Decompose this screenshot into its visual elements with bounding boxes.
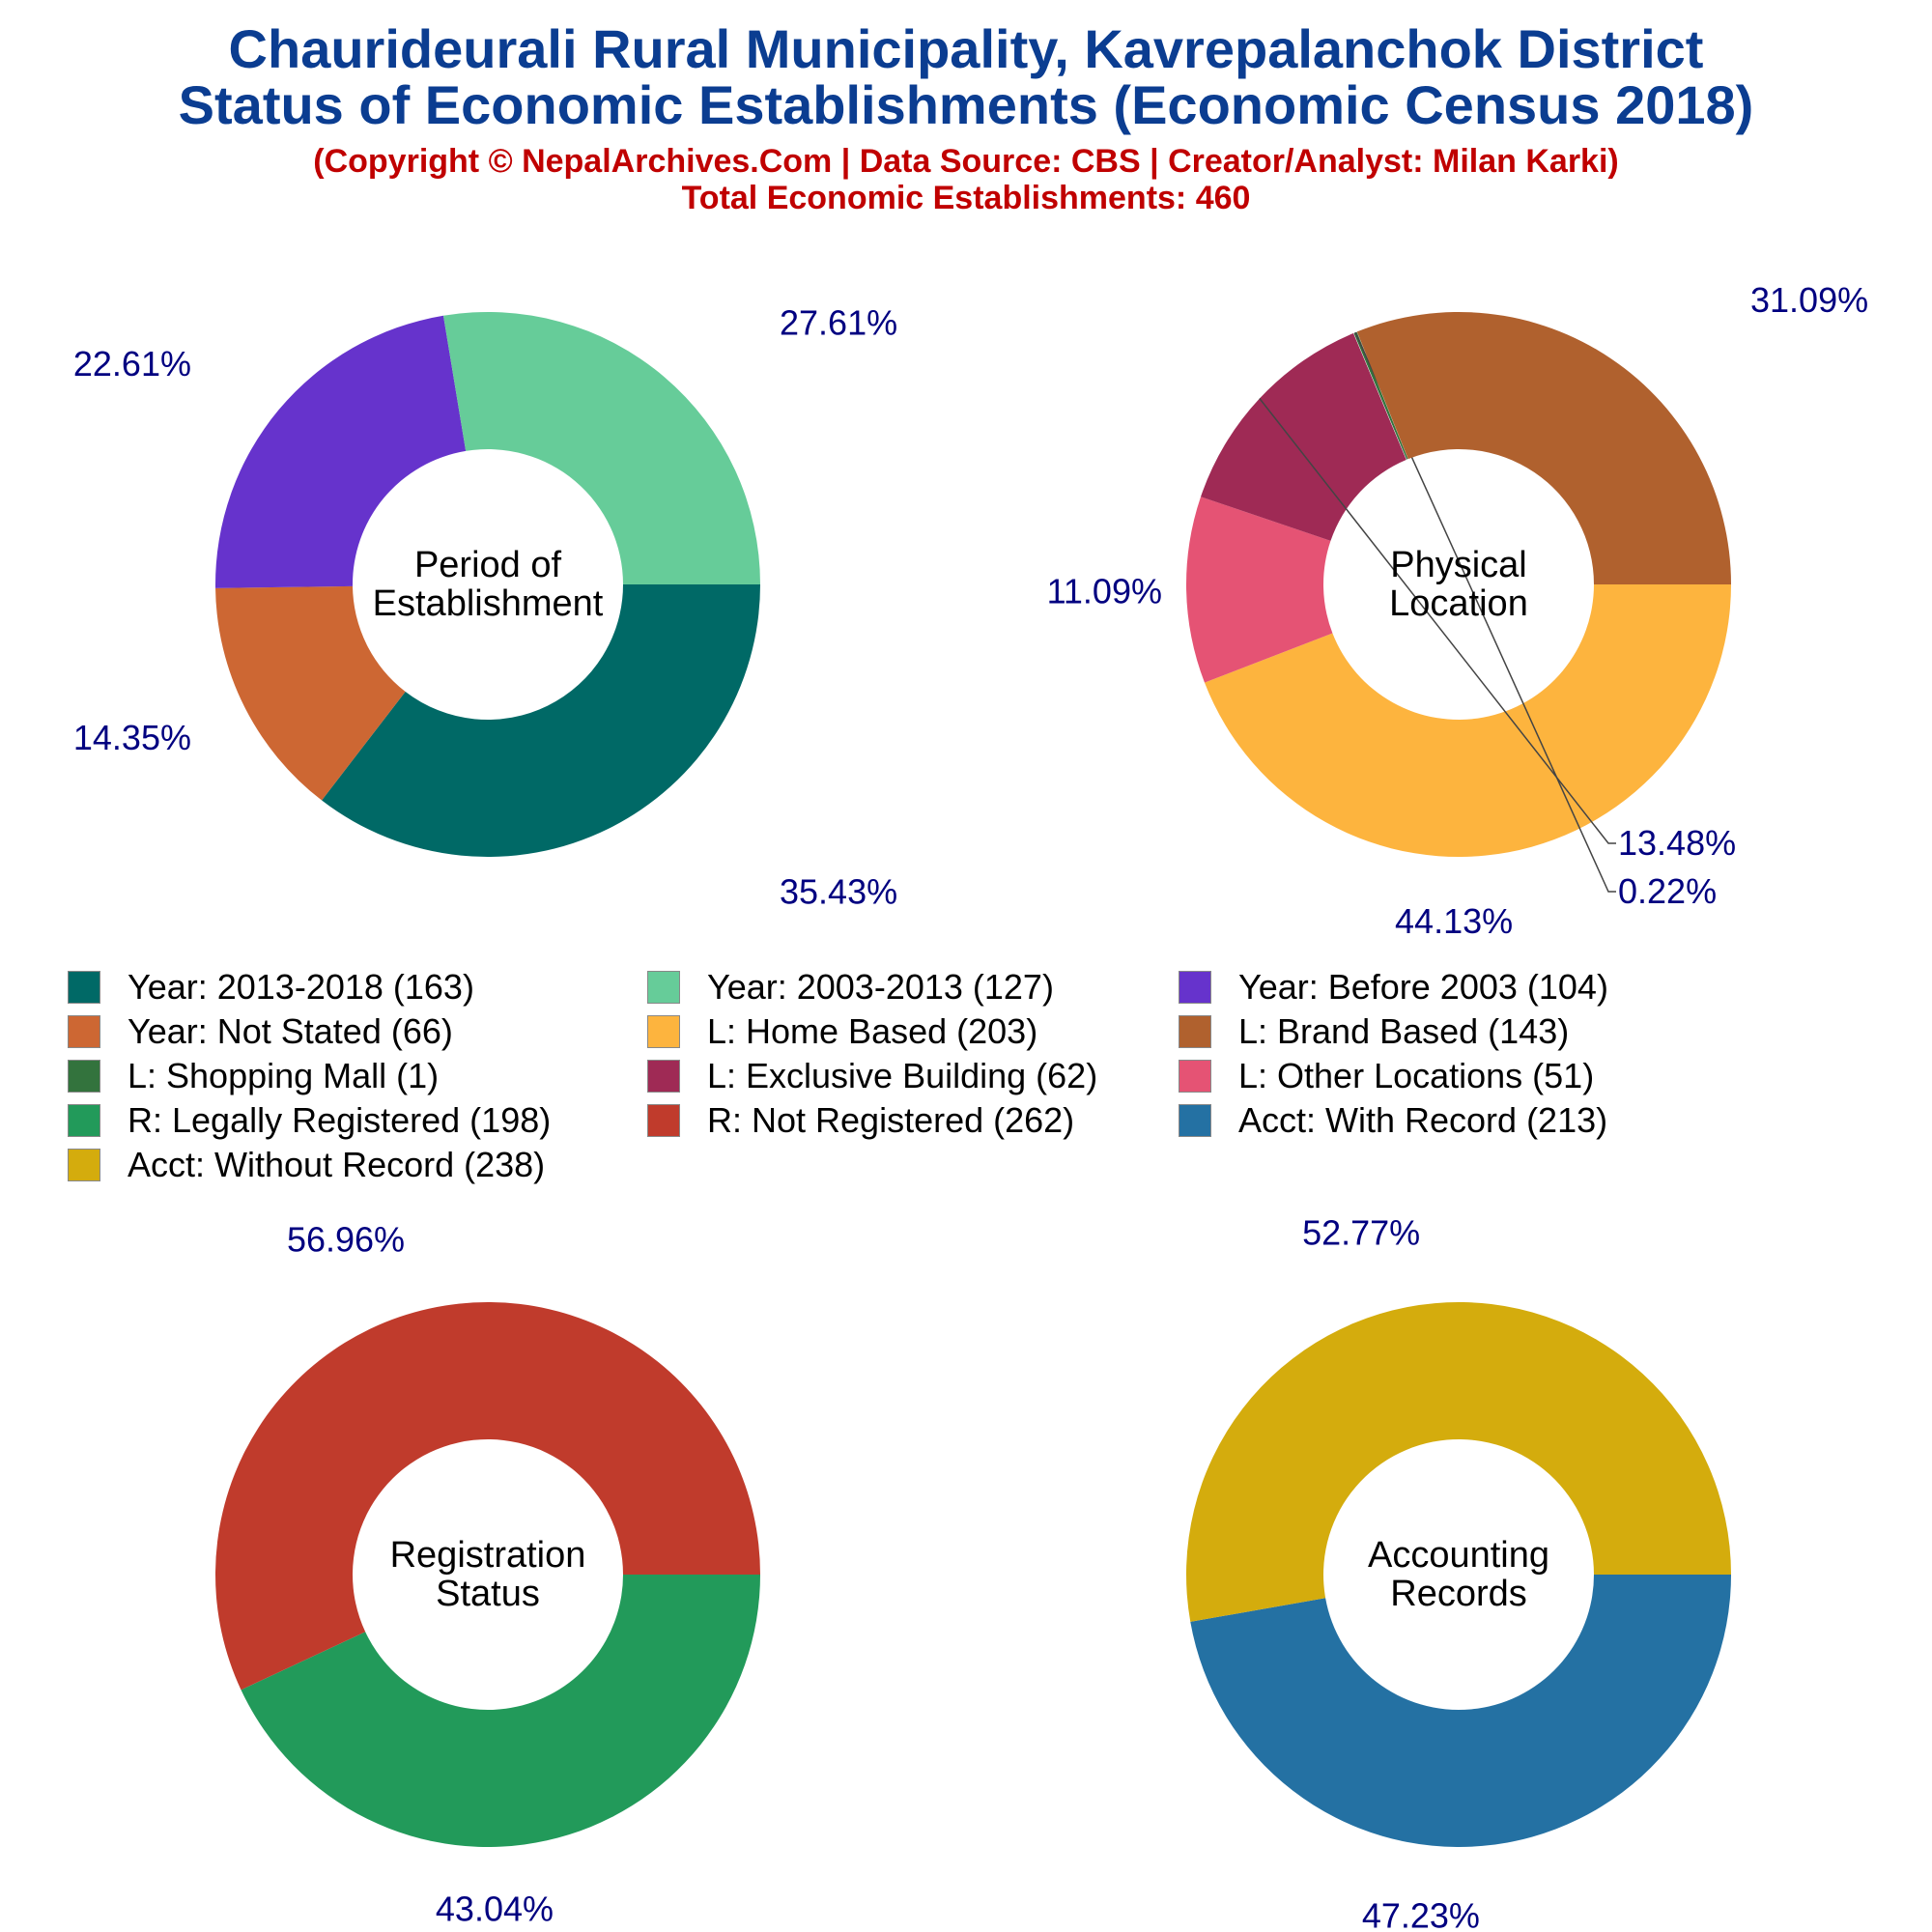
- legend-swatch: [647, 971, 680, 1004]
- legend-label: L: Home Based (203): [707, 1011, 1038, 1051]
- legend-swatch: [68, 971, 100, 1004]
- leader-line-l-exclusive-building: [1259, 398, 1616, 844]
- slice-acct-without-record: [1186, 1301, 1731, 1622]
- legend-swatch: [1179, 1015, 1211, 1048]
- slice-l-other-locations: [1186, 497, 1333, 683]
- legend-item-l-exclusive-building-62: L: Exclusive Building (62): [647, 1055, 1097, 1097]
- pct-label-year-2003-2013: 27.61%: [780, 302, 897, 342]
- legend-item-acct-with-record-213: Acct: With Record (213): [1179, 1099, 1607, 1142]
- legend-item-l-shopping-mall-1: L: Shopping Mall (1): [68, 1055, 439, 1097]
- legend-item-l-other-locations-51: L: Other Locations (51): [1179, 1055, 1594, 1097]
- legend-swatch: [647, 1015, 680, 1048]
- slice-year-2003-2013: [442, 312, 760, 584]
- legend-label: Acct: With Record (213): [1238, 1100, 1608, 1140]
- center-label-line-2: Location: [1389, 583, 1528, 624]
- legend-label: R: Legally Registered (198): [128, 1100, 552, 1140]
- pct-label-l-brand-based: 31.09%: [1750, 280, 1868, 320]
- slice-r-legally-registered: [241, 1575, 760, 1847]
- donut-chart-2: 44.13% 11.09% 13.48% 0.22% 31.09% PhysicalLoc…: [1047, 280, 1869, 941]
- legend-item-acct-without-record-238: Acct: Without Record (238): [68, 1144, 545, 1186]
- legend-item-r-legally-registered-198: R: Legally Registered (198): [68, 1099, 551, 1142]
- legend-swatch: [68, 1104, 100, 1137]
- legend-item-year-not-stated-66: Year: Not Stated (66): [68, 1010, 453, 1053]
- pct-label-r-legally-registered: 43.04%: [436, 1889, 554, 1929]
- legend-swatch: [647, 1104, 680, 1137]
- legend-item-year-2013-2018-163: Year: 2013-2018 (163): [68, 966, 474, 1009]
- legend-label: L: Other Locations (51): [1238, 1056, 1595, 1095]
- center-label-line-1: Physical: [1390, 545, 1527, 585]
- center-label-line-1: Registration: [390, 1535, 586, 1576]
- center-label-line-2: Establishment: [373, 583, 604, 624]
- slice-acct-with-record: [1190, 1575, 1731, 1847]
- center-label-line-1: Period of: [414, 545, 562, 585]
- chart-title-line1: Chaurideurali Rural Municipality, Kavrep…: [228, 18, 1704, 79]
- slice-year-2013-2018: [322, 584, 760, 857]
- legend-swatch: [1179, 1060, 1211, 1093]
- center-label-line-2: Status: [436, 1574, 540, 1614]
- pct-label-year-before-2003: 22.61%: [73, 344, 191, 384]
- legend-item-year-before-2003-104: Year: Before 2003 (104): [1179, 966, 1608, 1009]
- slice-l-exclusive-building: [1201, 332, 1406, 541]
- chart-title-line2: Status of Economic Establishments (Econo…: [178, 74, 1754, 135]
- legend-item-l-home-based-203: L: Home Based (203): [647, 1010, 1037, 1053]
- legend-label: Acct: Without Record (238): [128, 1145, 546, 1184]
- pct-label-year-2013-2018: 35.43%: [780, 871, 897, 911]
- legend-label: Year: 2003-2013 (127): [707, 967, 1054, 1007]
- pct-label-l-home-based: 44.13%: [1395, 901, 1513, 941]
- legend-swatch: [1179, 971, 1211, 1004]
- legend-label: Year: Before 2003 (104): [1238, 967, 1608, 1007]
- legend-swatch: [68, 1149, 100, 1181]
- chart-subtitle-total: Total Economic Establishments: 460: [681, 180, 1251, 216]
- pct-label-l-exclusive-building: 13.48%: [1618, 823, 1736, 863]
- slice-year-not-stated: [215, 585, 406, 801]
- pct-label-l-other-locations: 11.09%: [1047, 571, 1162, 611]
- slice-r-not-registered: [214, 1301, 760, 1690]
- legend-item-year-2003-2013-127: Year: 2003-2013 (127): [647, 966, 1054, 1009]
- slice-l-home-based: [1204, 584, 1731, 857]
- legend-swatch: [68, 1060, 100, 1093]
- legend-label: R: Not Registered (262): [707, 1100, 1075, 1140]
- legend-label: L: Brand Based (143): [1238, 1011, 1570, 1051]
- pct-label-year-not-stated: 14.35%: [73, 718, 191, 757]
- chart-header: Chaurideurali Rural Municipality, Kavrep…: [0, 0, 1932, 217]
- legend-swatch: [647, 1060, 680, 1093]
- slice-l-brand-based: [1356, 312, 1731, 584]
- donut-chart-1: 35.43% 14.35% 22.61% 27.61% Period ofEstabli…: [73, 302, 897, 911]
- legend-swatch: [1179, 1104, 1211, 1137]
- center-label-line-1: Accounting: [1368, 1535, 1549, 1576]
- legend-swatch: [68, 1015, 100, 1048]
- chart-subtitle-copyright: (Copyright © NepalArchives.Com | Data So…: [313, 143, 1619, 180]
- legend-label: Year: 2013-2018 (163): [128, 967, 474, 1007]
- legend-item-r-not-registered-262: R: Not Registered (262): [647, 1099, 1074, 1142]
- legend-label: L: Exclusive Building (62): [707, 1056, 1098, 1095]
- pct-label-r-not-registered: 56.96%: [287, 1219, 405, 1259]
- center-label-line-2: Records: [1390, 1574, 1527, 1614]
- slice-year-before-2003: [215, 315, 467, 588]
- legend-item-l-brand-based-143: L: Brand Based (143): [1179, 1010, 1569, 1053]
- pct-label-acct-with-record: 47.23%: [1362, 1896, 1480, 1932]
- pct-label-l-shopping-mall: 0.22%: [1618, 871, 1717, 911]
- leader-line-l-shopping-mall: [1354, 331, 1616, 893]
- slice-l-shopping-mall: [1352, 331, 1409, 461]
- pct-label-acct-without-record: 52.77%: [1302, 1212, 1420, 1252]
- legend-label: Year: Not Stated (66): [128, 1011, 453, 1051]
- legend-label: L: Shopping Mall (1): [128, 1056, 440, 1095]
